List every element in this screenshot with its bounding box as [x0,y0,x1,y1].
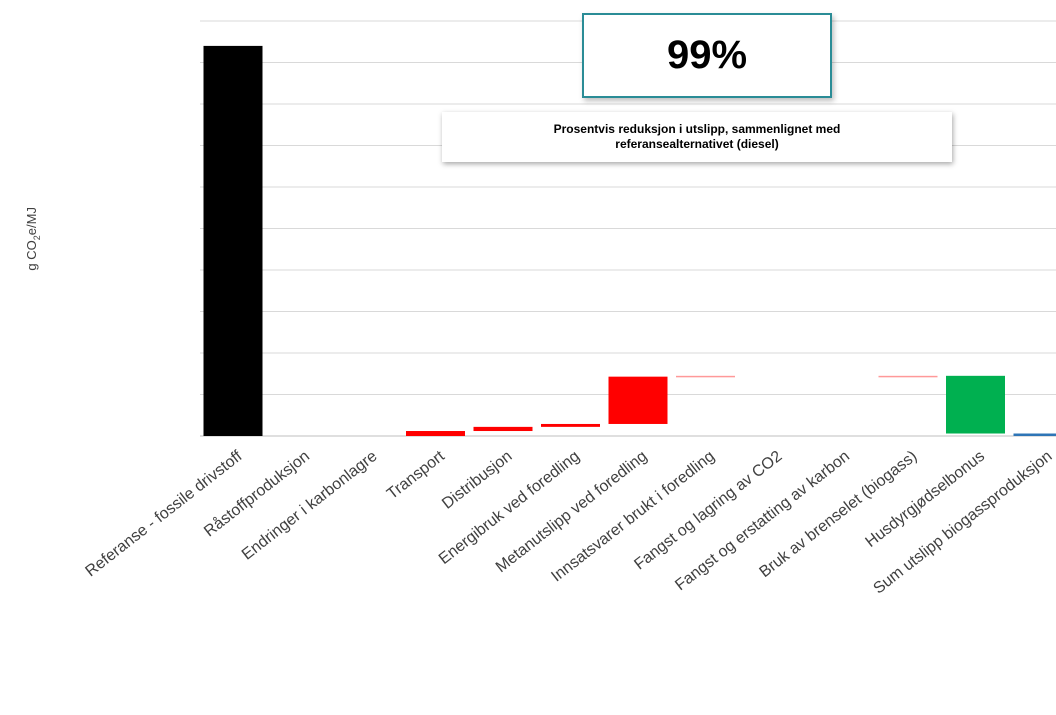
x-tick-label: Transport [384,447,448,503]
bar-7 [608,376,668,424]
x-tick-label: Husdyrgjødselbonus [863,448,988,551]
bar-12 [946,375,1005,434]
bar-11 [878,375,938,378]
percent-reduction-box: 99% [582,13,832,98]
x-tick-labels: Referanse - fossile drivstoffRåstoffprod… [82,447,1055,598]
gridlines [200,20,1056,437]
x-tick-label: Endringer i karbonlagre [239,448,381,564]
bar-8 [676,375,735,378]
y-axis-label: g CO2e/MJ [24,207,42,271]
bar-13 [1013,433,1056,436]
reduction-description: Prosentvis reduksjon i utslipp, sammenli… [553,122,841,151]
bar-1 [203,45,263,437]
bars [203,45,1056,437]
bar-6 [541,423,600,427]
reduction-description-box: Prosentvis reduksjon i utslipp, sammenli… [442,112,952,162]
percent-reduction-value: 99% [666,33,748,77]
bar-5 [473,426,533,432]
bar-4 [406,431,465,436]
